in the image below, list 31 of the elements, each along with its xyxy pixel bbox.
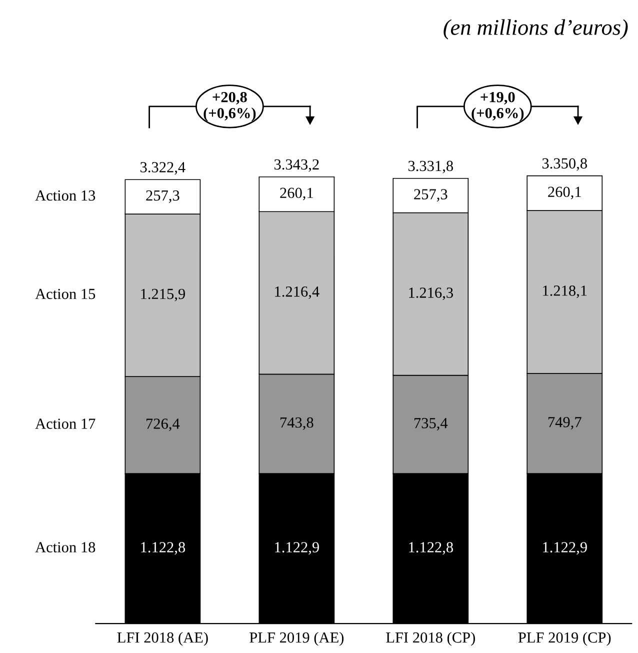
data-label: 1.216,4	[275, 286, 320, 299]
data-label: 257,3	[414, 189, 448, 202]
data-label: 1.218,1	[543, 286, 587, 298]
data-label: 735,4	[414, 418, 448, 430]
data-label: 1.215,9	[141, 288, 185, 302]
total-label: 3.322,4	[140, 162, 186, 175]
series-label: Action 15	[35, 288, 96, 300]
series-label: Action 13	[35, 190, 96, 201]
x-tick-label: LFI 2018 (AE)	[117, 632, 208, 646]
series-label: Action 17	[35, 418, 96, 429]
data-label: 1.122,8	[409, 542, 453, 555]
total-label: 3.350,8	[542, 158, 587, 171]
total-label: 3.343,2	[274, 159, 319, 172]
data-label: 1.216,3	[409, 288, 453, 300]
total-label: 3.331,8	[408, 160, 453, 174]
x-tick-label: PLF 2019 (AE)	[250, 632, 344, 646]
data-label: 749,7	[548, 417, 582, 430]
text: +20,8 (+0,6%)	[204, 92, 256, 122]
data-label: 1.122,9	[275, 542, 319, 555]
data-label: 260,1	[548, 186, 581, 200]
series-label: Action 18	[35, 542, 96, 552]
data-label: 743,8	[280, 417, 314, 430]
text: +19,0 (+0,6%)	[472, 92, 524, 122]
chart-title: (en millions d’euros)	[444, 19, 628, 40]
data-label: 1.122,8	[141, 542, 186, 555]
x-tick-label: PLF 2019 (CP)	[518, 632, 611, 646]
x-tick-label: LFI 2018 (CP)	[386, 632, 475, 646]
data-label: 1.122,9	[543, 542, 587, 555]
data-label: 260,1	[280, 188, 313, 200]
data-label: 726,4	[146, 418, 180, 432]
data-label: 257,3	[146, 190, 180, 203]
